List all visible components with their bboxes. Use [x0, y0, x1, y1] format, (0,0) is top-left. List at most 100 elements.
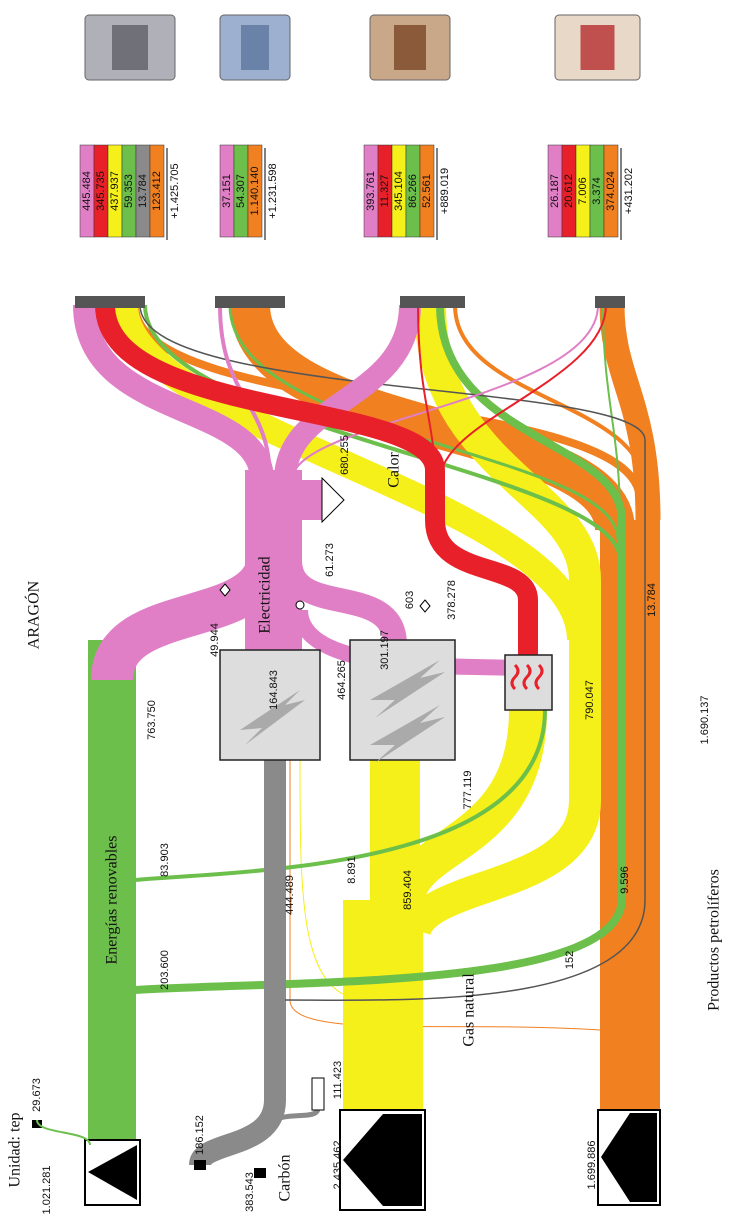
bolt-icon	[240, 690, 305, 745]
flow-label: 8.891	[346, 856, 358, 884]
flow	[134, 709, 547, 882]
table-total: +1.231.598	[267, 163, 279, 218]
electricity-export	[300, 480, 322, 520]
source-box	[32, 1120, 42, 1128]
node-label: Energías renovables	[104, 836, 121, 965]
sector-bar	[75, 296, 145, 308]
flow-label: 9.596	[619, 866, 631, 894]
flow-label: 186.152	[194, 1115, 206, 1155]
source-box	[254, 1168, 266, 1178]
table-value: 123.412	[151, 171, 163, 211]
bolt-icon	[370, 705, 445, 763]
flow	[599, 304, 661, 521]
table-value: 7.006	[577, 177, 589, 205]
table-total: +1.425.705	[169, 163, 181, 218]
sector-bar	[400, 296, 465, 308]
flow	[230, 303, 635, 533]
flow	[417, 304, 436, 481]
flow-label: 444.489	[284, 875, 296, 915]
flow	[274, 304, 421, 481]
flow	[189, 760, 286, 1168]
flow-label: 464.265	[336, 660, 348, 700]
marker	[219, 583, 231, 597]
table-cell	[149, 144, 165, 238]
table-total: +431.202	[623, 168, 635, 214]
flow	[299, 759, 361, 1001]
flow	[134, 304, 626, 994]
flow-label: 13.784	[646, 583, 658, 617]
table-value: 374.024	[605, 171, 617, 211]
node-label: Electricidad	[257, 556, 274, 633]
table-value: 13.784	[137, 174, 149, 208]
table-value: 86.266	[407, 174, 419, 208]
marker	[419, 599, 431, 613]
flow-label: 301.197	[379, 630, 391, 670]
table-value: 52.561	[421, 174, 433, 208]
table-value: 445.484	[81, 171, 93, 211]
table-value: 59.353	[123, 174, 135, 208]
bolt-icon	[370, 660, 445, 718]
flow-label: 777.119	[462, 771, 474, 810]
unit-label: Unidad: tep	[7, 1112, 24, 1187]
export-box	[311, 1077, 325, 1111]
table-value: 20.612	[563, 174, 575, 208]
source-arrow	[343, 1114, 422, 1206]
flow-label: 49.944	[209, 623, 221, 657]
node-label: Carbón	[277, 1154, 294, 1201]
title: ARAGÓN	[24, 580, 43, 649]
table-value: 393.761	[365, 171, 377, 211]
table-value: 11.327	[379, 175, 391, 208]
table-cell	[247, 144, 263, 238]
flow	[439, 304, 607, 481]
flow-label: 383.543	[244, 1172, 256, 1212]
table-value: 37.151	[221, 174, 233, 208]
flow	[143, 304, 622, 561]
flow-label: 680.255	[339, 435, 351, 475]
node-label: Calor	[386, 452, 403, 488]
flow	[139, 304, 646, 1001]
flow-label: 603	[404, 591, 416, 609]
flow-label: 152	[564, 951, 576, 969]
plant-box	[219, 649, 321, 761]
flow	[602, 304, 621, 521]
flow-label: 859.404	[402, 870, 414, 910]
table-value: 26.187	[549, 174, 561, 208]
flow	[73, 304, 274, 482]
flow	[95, 304, 538, 660]
marker	[295, 600, 305, 610]
table-value: 345.735	[95, 171, 107, 211]
flow-label: 203.600	[159, 950, 171, 990]
flow-label: 763.750	[146, 700, 158, 740]
flow-label: 1.021.281	[41, 1166, 53, 1215]
flow-label: 164.843	[268, 670, 280, 710]
table-value: 54.307	[235, 174, 247, 208]
table-value: 3.374	[591, 177, 603, 205]
sector-bar	[595, 296, 625, 308]
flow-label: 2.435.462	[332, 1141, 344, 1190]
source-arrow	[601, 1113, 657, 1202]
source-arrow	[88, 1145, 137, 1200]
flow	[453, 304, 647, 491]
flow-label: 29.673	[31, 1078, 43, 1112]
table-cell	[603, 144, 619, 238]
flow-label: 1.699.886	[586, 1141, 598, 1190]
flow-label: 61.273	[324, 543, 336, 577]
source-box	[194, 1160, 206, 1170]
flow	[386, 709, 547, 907]
heat-icon	[510, 663, 544, 691]
node-label: Productos petrolíferos	[706, 869, 723, 1011]
flow-label: 111.423	[332, 1061, 344, 1099]
node-label: Gas natural	[461, 973, 478, 1047]
flow	[36, 1119, 91, 1146]
sector-icon	[241, 25, 269, 70]
sector-icon	[112, 25, 148, 70]
sector-icon	[580, 25, 615, 70]
flow	[291, 304, 599, 481]
export-arrow	[321, 476, 345, 524]
flow-label: 1.690.137	[699, 696, 711, 745]
table-value: 437.937	[109, 171, 121, 211]
table-value: 1.140.140	[249, 167, 261, 216]
sector-bar	[215, 296, 285, 308]
